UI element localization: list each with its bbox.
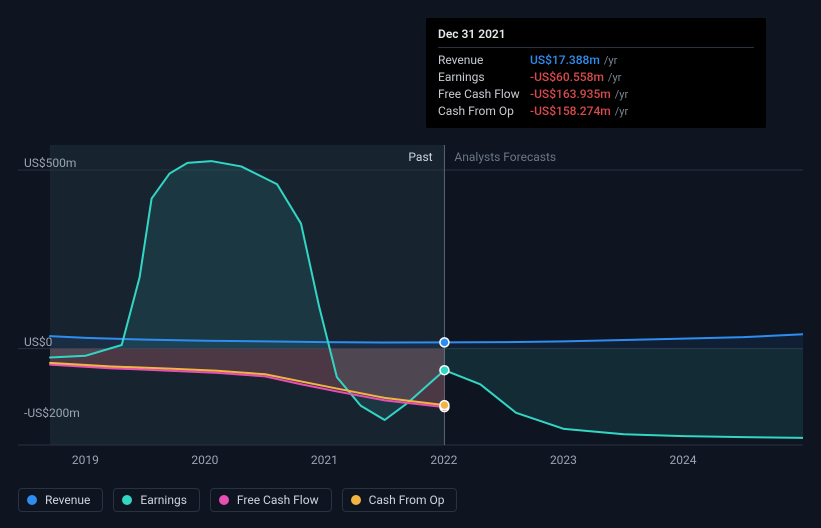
tooltip-row: Free Cash Flow-US$163.935m/yr xyxy=(438,86,754,103)
tooltip-unit: /yr xyxy=(608,69,621,86)
y-axis-label: -US$200m xyxy=(24,406,80,420)
legend: Revenue Earnings Free Cash Flow Cash From O… xyxy=(18,488,457,512)
region-label-forecast: Analysts Forecasts xyxy=(454,150,556,164)
x-axis-label: 2020 xyxy=(191,453,218,467)
tooltip-label: Revenue xyxy=(438,52,530,69)
tooltip-date: Dec 31 2021 xyxy=(438,26,754,48)
legend-label: Earnings xyxy=(140,493,187,507)
tooltip-label: Free Cash Flow xyxy=(438,86,530,103)
tooltip-unit: /yr xyxy=(615,103,628,120)
legend-item-cfo[interactable]: Cash From Op xyxy=(342,488,458,512)
y-axis-label: US$0 xyxy=(24,335,52,349)
tooltip-row: Earnings-US$60.558m/yr xyxy=(438,69,754,86)
tooltip-value: -US$163.935m xyxy=(530,86,611,103)
legend-swatch xyxy=(351,495,361,505)
tooltip-row: RevenueUS$17.388m/yr xyxy=(438,52,754,69)
region-label-past: Past xyxy=(408,150,432,164)
tooltip-value: -US$60.558m xyxy=(530,69,604,86)
x-axis-label: 2023 xyxy=(550,453,577,467)
legend-item-revenue[interactable]: Revenue xyxy=(18,488,103,512)
legend-label: Cash From Op xyxy=(369,493,445,507)
x-axis-label: 2022 xyxy=(430,453,457,467)
tooltip-row: Cash From Op-US$158.274m/yr xyxy=(438,103,754,120)
legend-swatch xyxy=(122,495,132,505)
legend-swatch xyxy=(27,495,37,505)
tooltip-value: -US$158.274m xyxy=(530,103,611,120)
tooltip-label: Cash From Op xyxy=(438,103,530,120)
x-axis-label: 2021 xyxy=(311,453,338,467)
y-axis-label: US$500m xyxy=(24,156,76,170)
legend-swatch xyxy=(219,495,229,505)
x-axis-label: 2024 xyxy=(669,453,696,467)
tooltip-label: Earnings xyxy=(438,69,530,86)
legend-label: Free Cash Flow xyxy=(237,493,319,507)
tooltip-unit: /yr xyxy=(604,52,617,69)
legend-label: Revenue xyxy=(45,493,90,507)
x-axis-label: 2019 xyxy=(72,453,99,467)
legend-item-earnings[interactable]: Earnings xyxy=(113,488,200,512)
tooltip-value: US$17.388m xyxy=(530,52,600,69)
chart-tooltip: Dec 31 2021 RevenueUS$17.388m/yrEarnings… xyxy=(426,18,766,128)
tooltip-unit: /yr xyxy=(615,86,628,103)
legend-item-fcf[interactable]: Free Cash Flow xyxy=(210,488,332,512)
